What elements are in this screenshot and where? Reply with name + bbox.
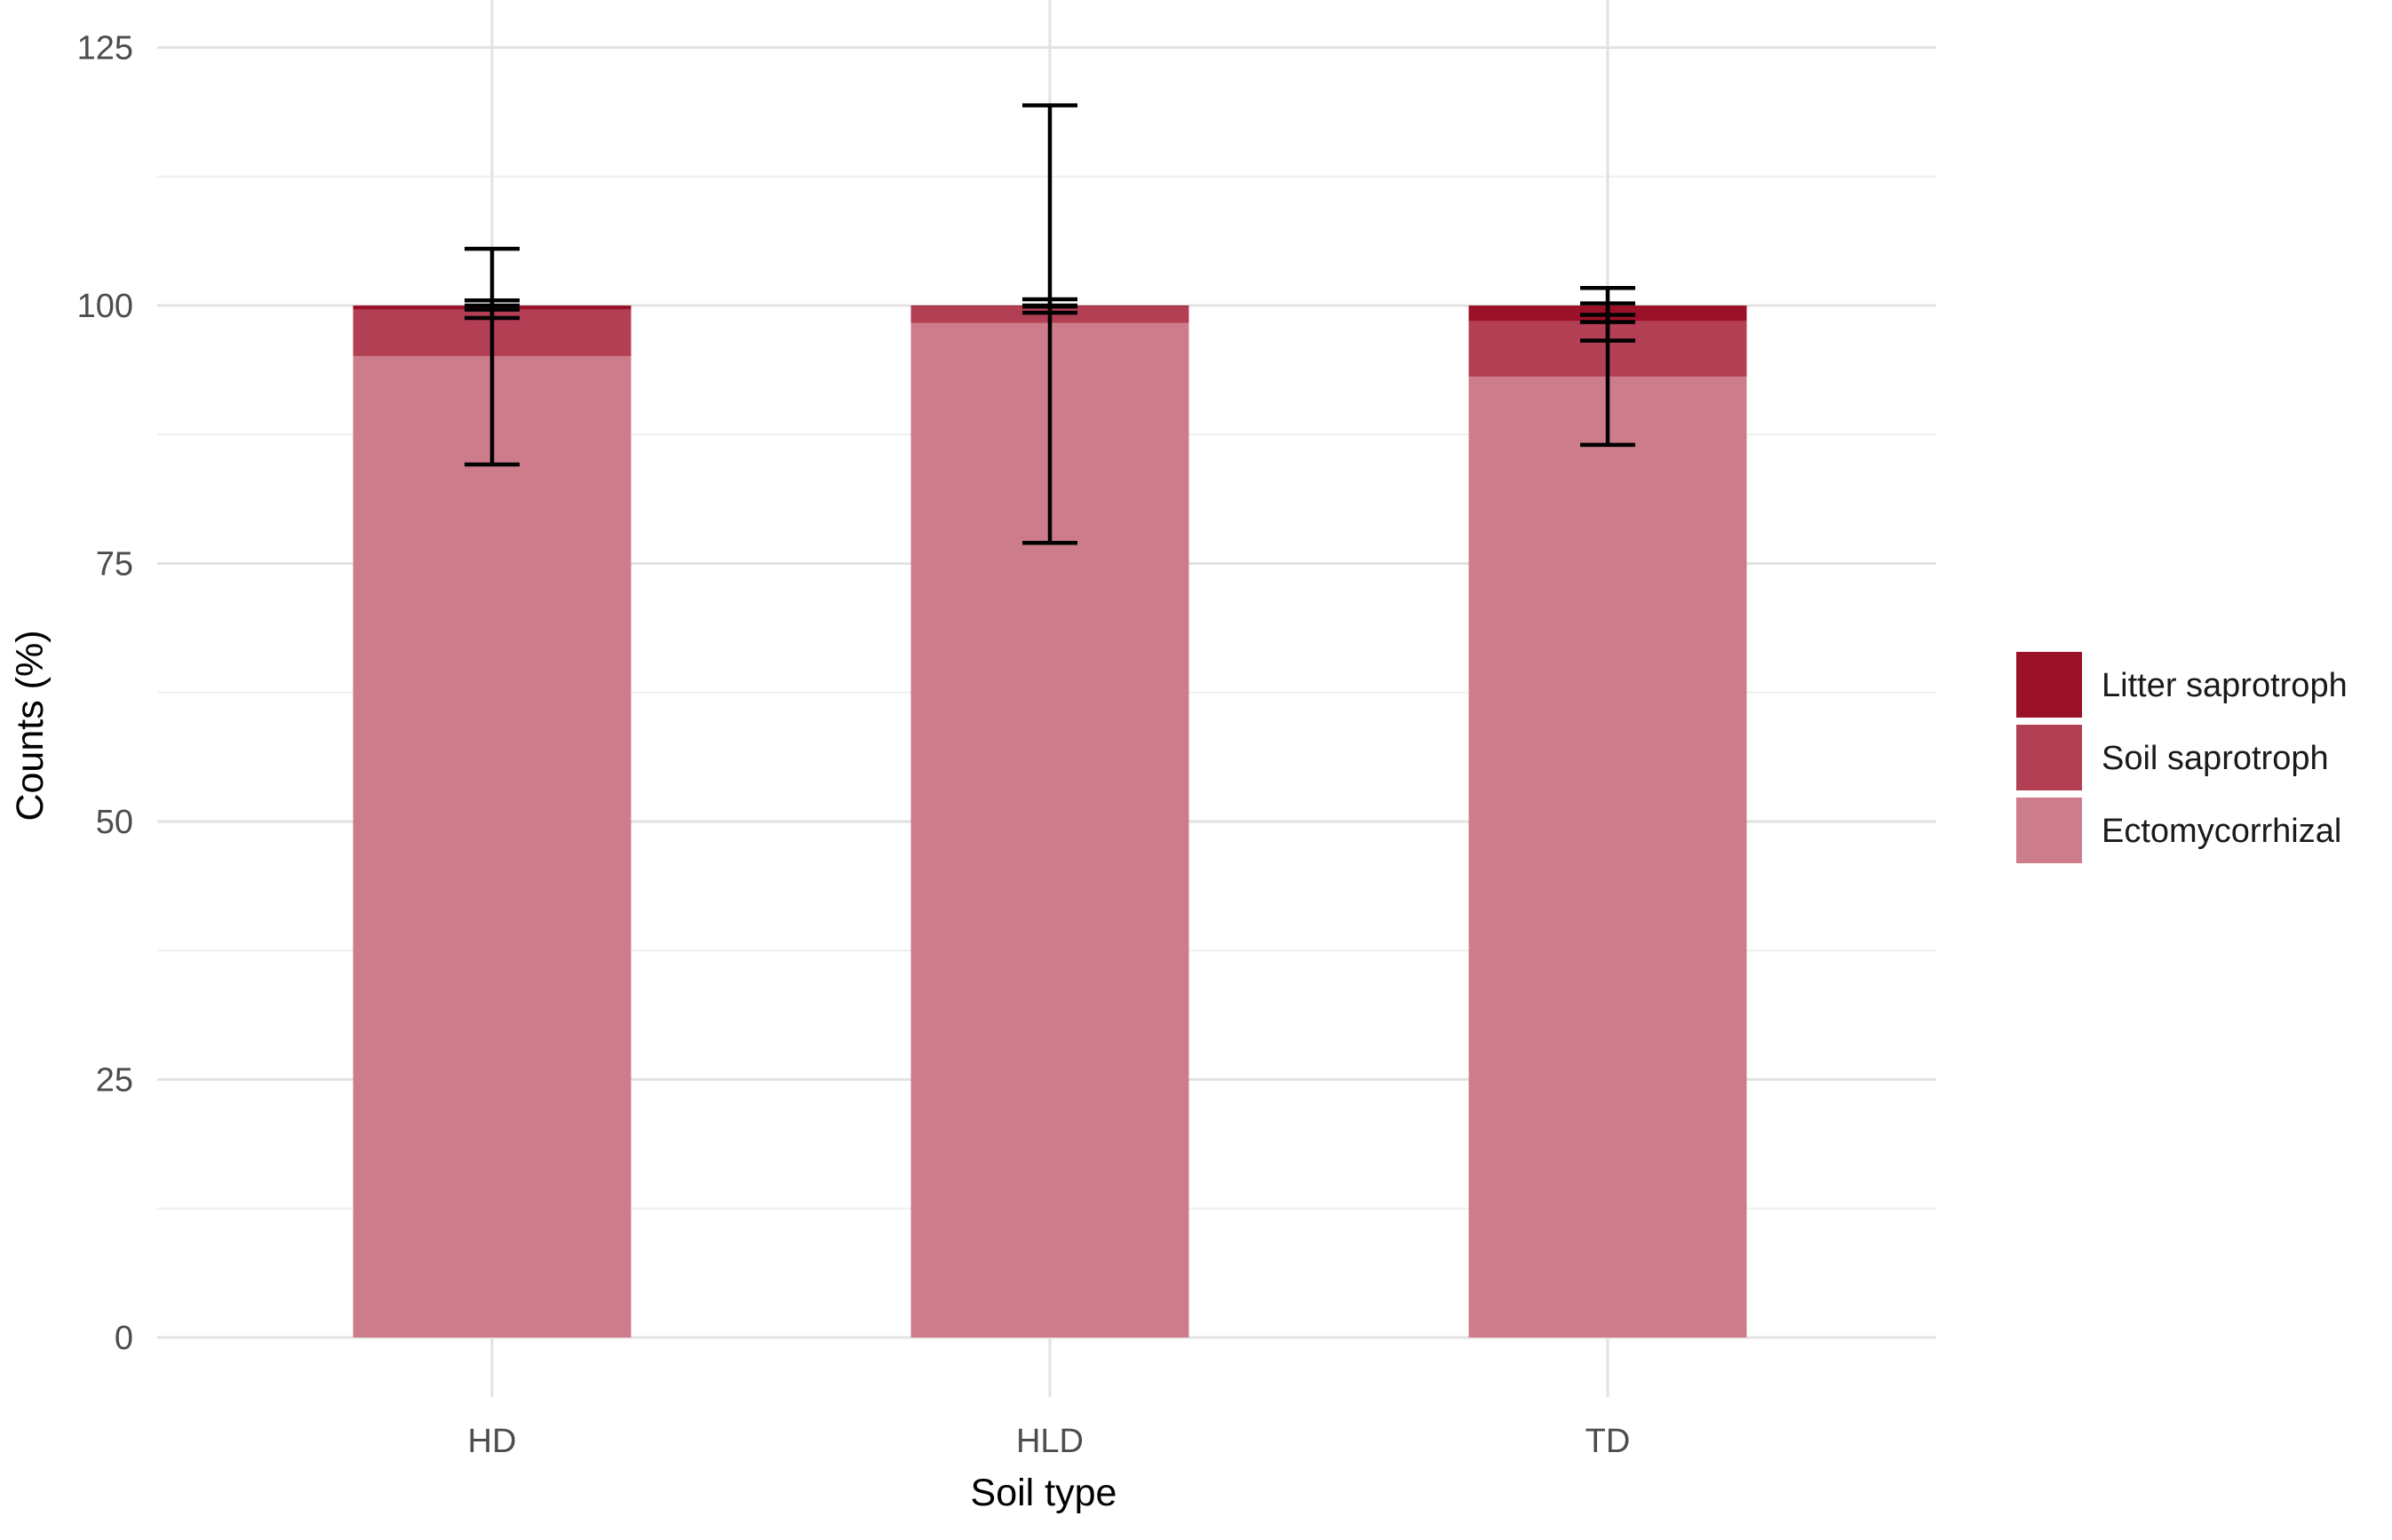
y-tick-label: 0 [115,1320,133,1357]
legend-item: Litter saprotroph [2016,652,2348,718]
bar-segment-HD-ectomycorrhizal [353,355,632,1338]
y-tick-label: 100 [77,288,133,325]
legend-item: Ectomycorrhizal [2016,798,2341,863]
y-tick-label: 50 [96,804,133,841]
x-tick-label-HD: HD [468,1423,517,1460]
legend-swatch [2016,652,2082,718]
x-tick-label-HLD: HLD [1016,1423,1084,1460]
error-bars [465,103,1635,545]
error-bar-HD-ectomycorrhizal [465,246,520,467]
y-tick-label: 25 [96,1062,133,1099]
y-axis-title: Counts (%) [9,630,52,821]
x-tick-label-TD: TD [1585,1423,1631,1460]
bar-segment-TD-ectomycorrhizal [1468,377,1747,1338]
x-axis-title: Soil type [971,1472,1117,1514]
legend-item-label: Litter saprotroph [2102,667,2348,704]
y-tick-label: 75 [96,546,133,583]
error-bar-TD-litter-saprotroph [1580,285,1635,324]
legend-item: Soil saprotroph [2016,725,2329,790]
y-tick-label: 125 [77,30,133,67]
error-bar-HD-litter-saprotroph [465,298,520,312]
legend-item-label: Soil saprotroph [2102,740,2329,777]
legend: Litter saprotroph Soil saprotroph Ectomyco… [2016,652,2348,863]
legend-swatch [2016,798,2082,863]
x-tick-labels: HD HLD TD [468,1423,1631,1460]
error-bar-HLD-ectomycorrhizal [1022,103,1077,545]
error-bar-HLD-litter-saprotroph [1022,297,1077,309]
y-tick-labels: 0 25 50 75 100 125 [77,30,133,1358]
legend-swatch [2016,725,2082,790]
legend-item-label: Ectomycorrhizal [2102,813,2341,850]
